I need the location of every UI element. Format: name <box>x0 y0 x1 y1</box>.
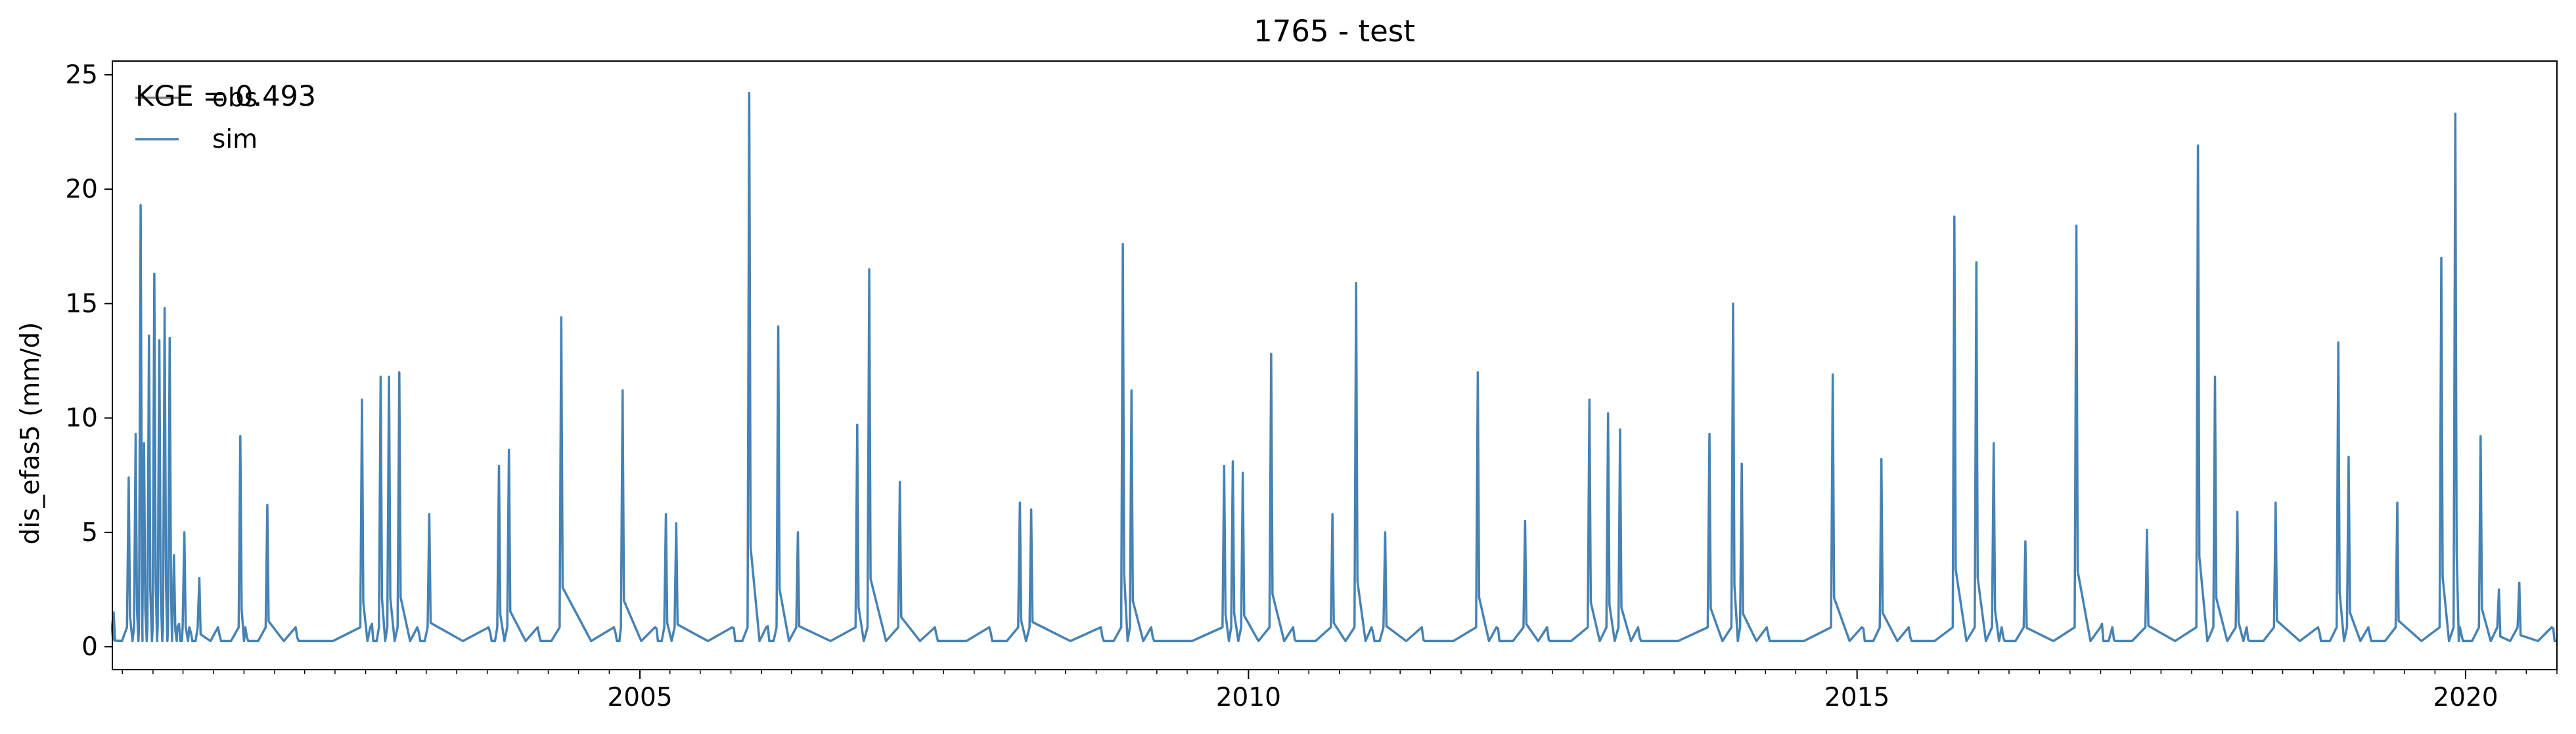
y-tick-label-20: 20 <box>65 175 98 204</box>
axes-frame <box>112 60 2558 670</box>
y-tick-label-0: 0 <box>81 632 98 662</box>
x-tick-label-2005: 2005 <box>607 683 672 712</box>
y-tick-label-25: 25 <box>65 60 98 90</box>
kge-annotation: KGE = 0.493 <box>135 80 316 113</box>
axes: 0 5 10 15 20 25 2005 2010 2015 2020 <box>65 60 2558 712</box>
x-tick-label-2020: 2020 <box>2433 683 2498 712</box>
y-axis-label: dis_efas5 (mm/d) <box>16 322 45 545</box>
series-line-sim <box>110 92 2557 643</box>
x-tick-label-2010: 2010 <box>1216 683 1281 712</box>
y-tick-label-10: 10 <box>65 404 98 433</box>
y-tick-label-15: 15 <box>65 289 98 318</box>
plot-area <box>110 92 2557 643</box>
legend: obs sim <box>135 83 258 154</box>
y-tick-label-5: 5 <box>81 518 98 548</box>
x-tick-label-2015: 2015 <box>1824 683 1889 712</box>
legend-label-sim: sim <box>212 125 258 154</box>
chart-title: 1765 - test <box>1254 14 1415 49</box>
legend-label-obs: obs <box>212 83 258 113</box>
